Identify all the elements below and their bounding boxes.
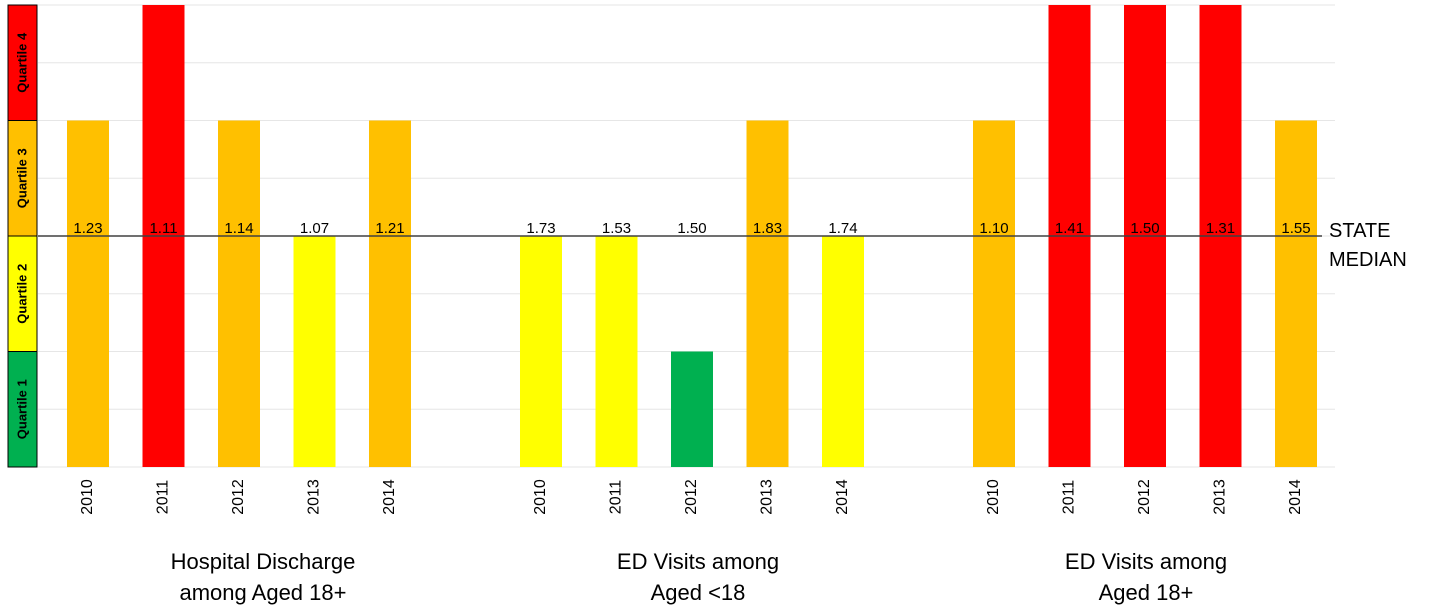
year-tick-label: 2012 <box>1136 479 1153 515</box>
quartile-legend: Quartile 1 Quartile 2 Quartile 3 Quartile 4 <box>7 4 38 468</box>
value-label: 1.31 <box>1206 220 1235 237</box>
state-median-label-line1: STATE <box>1329 220 1391 242</box>
group-title-line2: among Aged 18+ <box>179 580 347 605</box>
value-label: 1.11 <box>149 220 177 237</box>
group-title-hospital-discharge: Hospital Discharge among Aged 18+ <box>113 546 413 608</box>
year-tick-labels: 2010 2011 2012 2013 2014 2010 2011 2012 2013 2014… <box>79 479 1304 515</box>
quartile-1-box <box>7 351 38 468</box>
bar <box>973 120 1015 467</box>
bar <box>822 236 864 467</box>
value-label: 1.23 <box>73 220 102 237</box>
quartile-4-box <box>7 4 38 121</box>
value-label: 1.55 <box>1281 220 1310 237</box>
value-label: 1.73 <box>526 220 555 237</box>
bar <box>67 120 109 467</box>
bars <box>67 5 1317 467</box>
value-label: 1.10 <box>979 220 1008 237</box>
bar <box>1275 120 1317 467</box>
value-label: 1.07 <box>300 220 329 237</box>
year-tick-label: 2014 <box>834 479 851 515</box>
group-title-line2: Aged <18 <box>650 580 746 605</box>
quartile-2-label: Quartile 2 <box>14 264 29 324</box>
value-labels: 1.23 1.11 1.14 1.07 1.21 1.73 1.53 1.50 1.83 1.74… <box>73 220 1310 237</box>
year-tick-label: 2010 <box>985 479 1002 515</box>
year-tick-label: 2012 <box>230 479 247 515</box>
year-tick-label: 2010 <box>532 479 549 515</box>
bar <box>293 236 336 467</box>
value-label: 1.83 <box>753 220 782 237</box>
bar <box>369 120 411 467</box>
group-title-line1: ED Visits among <box>1064 549 1228 574</box>
group-title-line1: Hospital Discharge <box>170 549 356 574</box>
value-label: 1.21 <box>375 220 404 237</box>
year-tick-label: 2014 <box>381 479 398 515</box>
quartile-4-label: Quartile 4 <box>14 32 29 93</box>
quartile-2-box <box>7 235 38 352</box>
value-label: 1.50 <box>1130 220 1159 237</box>
bar <box>671 351 713 467</box>
state-median-label: STATE MEDIAN <box>1329 217 1407 275</box>
group-title-ed-visits-18-plus: ED Visits among Aged 18+ <box>996 546 1296 608</box>
quartile-3-label: Quartile 3 <box>14 148 29 208</box>
bar <box>595 236 638 467</box>
value-label: 1.41 <box>1055 220 1084 237</box>
year-tick-label: 2010 <box>79 479 96 515</box>
bar <box>520 236 562 467</box>
value-label: 1.14 <box>224 220 253 237</box>
year-tick-label: 2011 <box>155 480 172 515</box>
year-tick-label: 2013 <box>1212 479 1229 515</box>
value-label: 1.74 <box>828 220 857 237</box>
value-label: 1.53 <box>602 220 631 237</box>
year-tick-label: 2014 <box>1287 479 1304 515</box>
year-tick-label: 2013 <box>759 479 776 515</box>
year-tick-label: 2012 <box>683 479 700 515</box>
state-median-label-line2: MEDIAN <box>1329 249 1407 271</box>
value-label: 1.50 <box>677 220 706 237</box>
group-title-line1: ED Visits among <box>616 549 780 574</box>
year-tick-label: 2011 <box>608 480 625 515</box>
bar <box>746 120 789 467</box>
year-tick-label: 2011 <box>1061 480 1078 515</box>
group-title-line2: Aged 18+ <box>1098 580 1194 605</box>
bar <box>218 120 260 467</box>
quartile-1-label: Quartile 1 <box>14 379 29 439</box>
group-title-ed-visits-under-18: ED Visits among Aged <18 <box>548 546 848 608</box>
year-tick-label: 2013 <box>306 479 323 515</box>
